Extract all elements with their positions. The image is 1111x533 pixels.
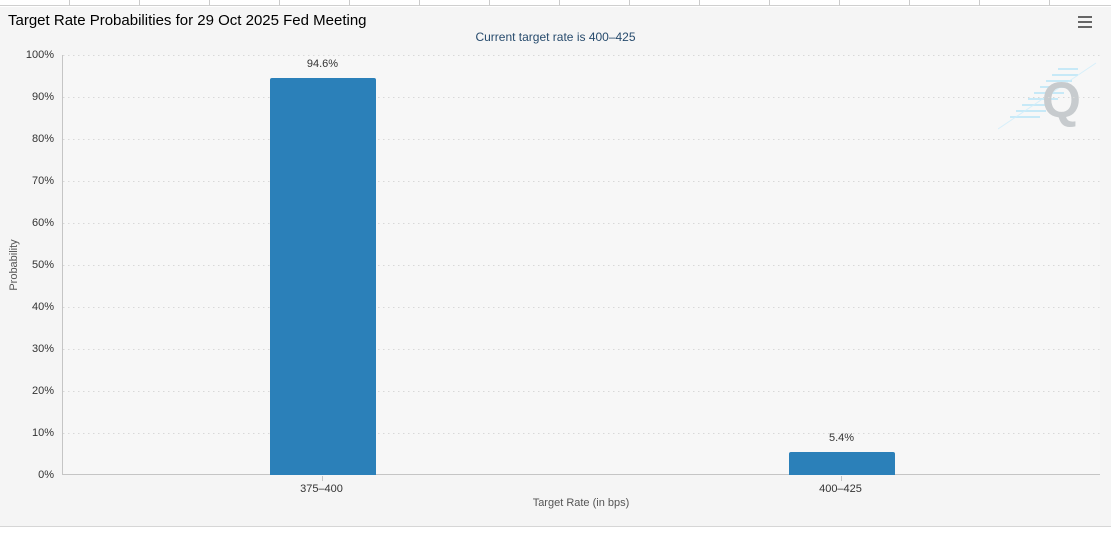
y-axis-tick-label: 40% bbox=[31, 301, 54, 313]
gridline-70% bbox=[63, 181, 1100, 182]
gridline-30% bbox=[63, 349, 1100, 350]
bar-value-label: 5.4% bbox=[828, 432, 855, 445]
gridline-10% bbox=[63, 433, 1100, 434]
x-axis-tick bbox=[321, 476, 323, 481]
hamburger-icon bbox=[1078, 21, 1092, 23]
plot-area: Q 94.6% 5.4% bbox=[62, 55, 1100, 475]
gridline-20% bbox=[63, 391, 1100, 392]
chart-title: Target Rate Probabilities for 29 Oct 202… bbox=[8, 12, 367, 29]
y-axis-tick-label: 20% bbox=[31, 385, 54, 397]
top-table-edge bbox=[0, 0, 1111, 6]
y-axis-tick-label: 70% bbox=[31, 175, 54, 187]
quikstrike-watermark-logo: Q bbox=[998, 62, 1097, 130]
watermark-q-letter: Q bbox=[1042, 72, 1081, 128]
gridline-80% bbox=[63, 139, 1100, 140]
x-axis-category-label: 375–400 bbox=[300, 483, 343, 495]
bar-value-label: 94.6% bbox=[306, 57, 339, 70]
gridline-50% bbox=[63, 265, 1100, 266]
chart-context-menu-button[interactable] bbox=[1075, 13, 1095, 31]
x-axis-category-label: 400–425 bbox=[819, 483, 862, 495]
y-axis-tick-label: 80% bbox=[31, 133, 54, 145]
y-axis-tick-label: 60% bbox=[31, 217, 54, 229]
x-axis-tick bbox=[840, 476, 842, 481]
y-axis-tick-label: 50% bbox=[31, 259, 54, 271]
gridline-40% bbox=[63, 307, 1100, 308]
bar-375–400[interactable] bbox=[269, 77, 376, 475]
hamburger-icon bbox=[1078, 26, 1092, 28]
chart-container: Target Rate Probabilities for 29 Oct 202… bbox=[0, 7, 1111, 527]
y-axis-tick-label: 0% bbox=[38, 469, 54, 481]
y-axis-tick-label: 90% bbox=[31, 91, 54, 103]
y-axis-tick-label: 30% bbox=[31, 343, 54, 355]
gridline-60% bbox=[63, 223, 1100, 224]
hamburger-icon bbox=[1078, 16, 1092, 18]
watermark-diagonal-line bbox=[998, 62, 1097, 130]
y-axis-tick-label: 10% bbox=[31, 427, 54, 439]
gridline-100% bbox=[63, 55, 1100, 56]
bar-400–425[interactable] bbox=[788, 452, 895, 475]
chart-subtitle: Current target rate is 400–425 bbox=[475, 30, 636, 44]
y-axis-tick-label: 100% bbox=[25, 49, 54, 61]
gridline-90% bbox=[63, 97, 1100, 98]
x-axis-title: Target Rate (in bps) bbox=[532, 497, 630, 509]
